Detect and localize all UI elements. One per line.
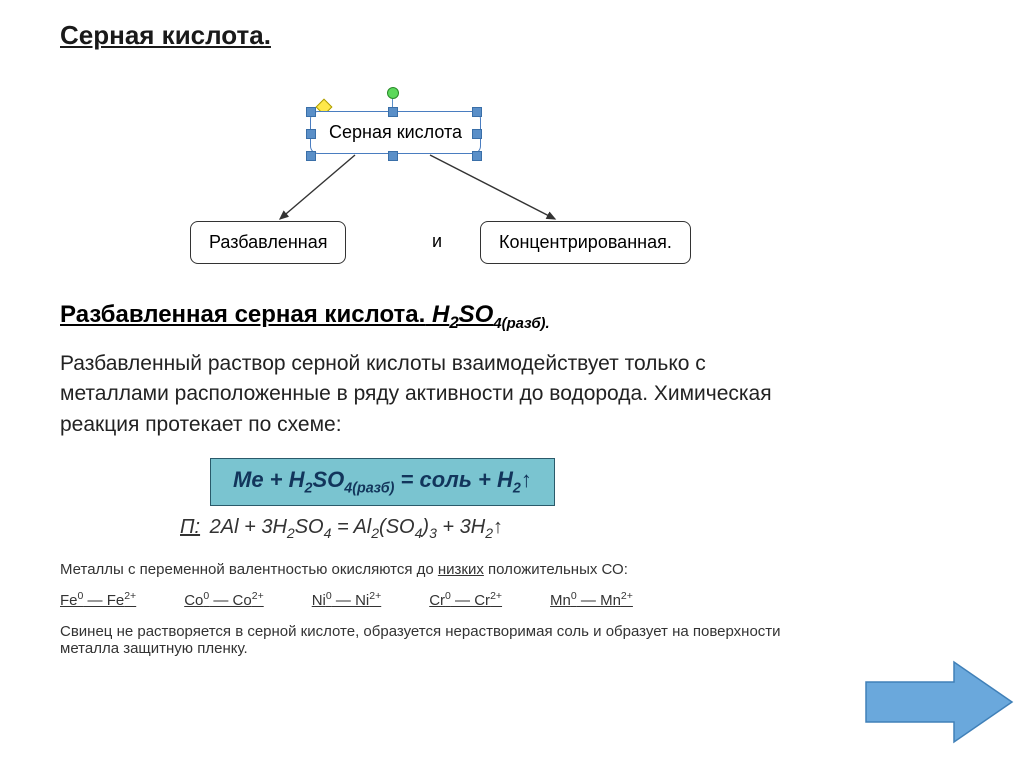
diagram: Серная кислота Разбавленная и Концентрир… xyxy=(160,91,964,281)
subheading: Разбавленная серная кислота. H2SO4(разб)… xyxy=(60,301,964,333)
note-2: Свинец не растворяется в серной кислоте,… xyxy=(60,623,840,657)
paragraph-1: Разбавленный раствор серной кислоты взаи… xyxy=(60,349,820,440)
oxidation-pair: Mn0 — Mn2+ xyxy=(550,590,633,609)
oxidation-pair: Fe0 — Fe2+ xyxy=(60,590,136,609)
subheading-text: Разбавленная серная кислота. xyxy=(60,301,425,328)
oxidation-list: Fe0 — Fe2+ Co0 — Co2+ Ni0 — Ni2+ Cr0 — Cr2+… xyxy=(60,590,964,609)
oxidation-pair: Cr0 — Cr2+ xyxy=(429,590,502,609)
diagram-node-left: Разбавленная xyxy=(190,221,346,264)
diagram-node-right-label: Концентрированная. xyxy=(499,232,672,252)
note-1: Металлы с переменной валентностью окисля… xyxy=(60,561,840,578)
example-equation: П: 2Al + 3H2SO4 = Al2(SO4)3 + 3H2↑ xyxy=(180,516,964,541)
diagram-connector-text: и xyxy=(432,231,442,252)
subheading-formula: H2SO4(разб). xyxy=(432,301,550,328)
main-title: Серная кислота. xyxy=(60,20,964,51)
example-prefix: П: xyxy=(180,516,200,538)
diagram-node-right: Концентрированная. xyxy=(480,221,691,264)
next-arrow-icon[interactable] xyxy=(864,657,1014,747)
oxidation-pair: Co0 — Co2+ xyxy=(184,590,264,609)
oxidation-pair: Ni0 — Ni2+ xyxy=(312,590,382,609)
diagram-node-left-label: Разбавленная xyxy=(209,232,327,252)
reaction-scheme: Me + H2SO4(разб) = соль + H2↑ xyxy=(210,458,555,505)
